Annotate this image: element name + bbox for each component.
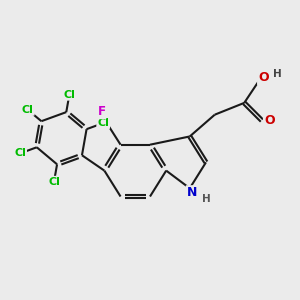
Text: Cl: Cl (97, 118, 109, 128)
Text: Cl: Cl (22, 105, 34, 115)
Text: O: O (264, 114, 274, 127)
Text: H: H (273, 69, 282, 79)
Text: Cl: Cl (14, 148, 26, 158)
Text: H: H (202, 194, 210, 204)
Text: O: O (258, 71, 269, 84)
Text: Cl: Cl (48, 177, 60, 187)
Text: F: F (98, 105, 105, 118)
Text: Cl: Cl (63, 90, 75, 100)
Text: N: N (187, 186, 197, 199)
